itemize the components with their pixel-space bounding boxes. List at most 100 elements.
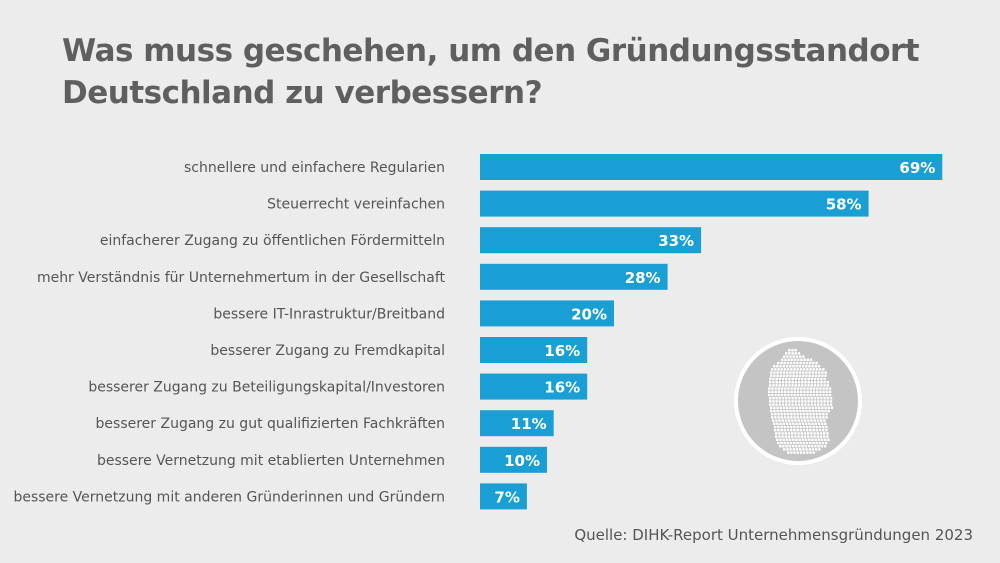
map-dot	[809, 429, 812, 432]
map-dot	[774, 368, 777, 371]
map-dot	[802, 371, 805, 374]
map-dot	[781, 419, 784, 422]
map-dot	[815, 416, 819, 419]
map-dot	[768, 390, 771, 393]
map-dot	[793, 387, 796, 390]
map-dot	[802, 374, 805, 377]
map-dot	[809, 425, 812, 429]
map-dot	[815, 441, 818, 445]
category-label: besserer Zugang zu Fremdkapital	[210, 343, 445, 359]
map-dot	[790, 368, 793, 371]
map-dot	[796, 416, 799, 419]
map-dot	[777, 390, 780, 393]
map-dot	[805, 361, 809, 365]
map-dot	[793, 393, 796, 397]
map-dot	[792, 406, 795, 409]
category-label: bessere Vernetzung mit etablierten Unter…	[97, 453, 445, 469]
map-dot	[787, 358, 790, 361]
map-dot	[798, 422, 801, 425]
map-dot	[773, 365, 776, 368]
map-dot	[810, 419, 813, 422]
value-label: 20%	[571, 305, 607, 323]
map-dot	[804, 384, 807, 387]
map-dot	[820, 397, 823, 400]
map-dot	[776, 371, 779, 374]
map-dot	[794, 432, 797, 435]
map-dot	[807, 400, 810, 403]
map-dot	[819, 413, 822, 416]
map-dot	[811, 409, 814, 413]
map-dot	[813, 432, 816, 435]
map-dot	[788, 445, 791, 448]
map-dot	[817, 438, 820, 441]
map-dot	[827, 406, 830, 409]
map-dot	[821, 406, 824, 409]
map-dot	[818, 441, 821, 445]
map-dot	[782, 409, 786, 413]
map-dot	[790, 413, 793, 416]
map-dot	[799, 441, 802, 445]
category-label: bessere IT-Inrastruktur/Breitband	[213, 306, 445, 322]
map-dot	[802, 355, 805, 358]
map-dot	[796, 361, 799, 365]
map-dot	[818, 429, 822, 432]
map-dot	[792, 448, 795, 451]
map-dot	[810, 400, 813, 403]
map-dot	[811, 448, 815, 451]
bar	[480, 190, 869, 217]
map-dot	[808, 365, 811, 368]
map-dot	[816, 393, 819, 397]
map-dot	[820, 381, 823, 384]
map-dot	[795, 365, 798, 368]
value-label: 16%	[544, 342, 580, 360]
map-dot	[782, 422, 785, 425]
map-dot	[776, 422, 779, 425]
map-dot	[787, 416, 790, 419]
map-dot	[795, 355, 799, 358]
map-dot	[802, 429, 806, 432]
map-dot	[782, 371, 786, 374]
map-dot	[805, 409, 808, 413]
map-dot	[809, 416, 812, 419]
map-dot	[788, 352, 791, 355]
map-dot	[779, 422, 782, 425]
map-dot	[779, 371, 782, 374]
map-dot	[780, 413, 783, 416]
map-dot	[811, 422, 814, 425]
map-dot	[813, 384, 817, 387]
map-dot	[825, 387, 828, 390]
map-dot	[815, 448, 818, 451]
map-dot	[792, 409, 795, 413]
map-dot	[780, 390, 784, 393]
map-dot	[774, 387, 777, 390]
map-dot	[796, 425, 799, 429]
map-dot	[789, 374, 792, 377]
map-dot	[793, 361, 796, 365]
map-dot	[799, 448, 802, 451]
map-dot	[808, 448, 811, 451]
map-dot	[822, 390, 825, 393]
map-dot	[808, 374, 811, 377]
map-dot	[769, 377, 772, 381]
map-dot	[807, 435, 810, 438]
map-dot	[809, 451, 812, 454]
map-dot	[771, 413, 774, 416]
map-dot	[785, 381, 788, 384]
map-dot	[816, 419, 820, 422]
map-dot	[772, 397, 775, 400]
map-dot	[803, 368, 806, 371]
map-dot	[797, 432, 800, 435]
map-dot	[788, 381, 791, 384]
map-dot	[783, 448, 786, 451]
map-dot	[810, 432, 813, 435]
category-label: besserer Zugang zu gut qualifizierten Fa…	[96, 416, 445, 432]
map-dot	[825, 393, 828, 397]
map-dot	[770, 406, 773, 409]
map-dot	[804, 377, 807, 381]
map-dot	[777, 425, 780, 429]
map-dot	[794, 397, 797, 400]
map-dot	[824, 422, 827, 425]
map-dot	[772, 377, 775, 381]
map-dot	[808, 406, 811, 409]
map-dot	[802, 448, 805, 451]
